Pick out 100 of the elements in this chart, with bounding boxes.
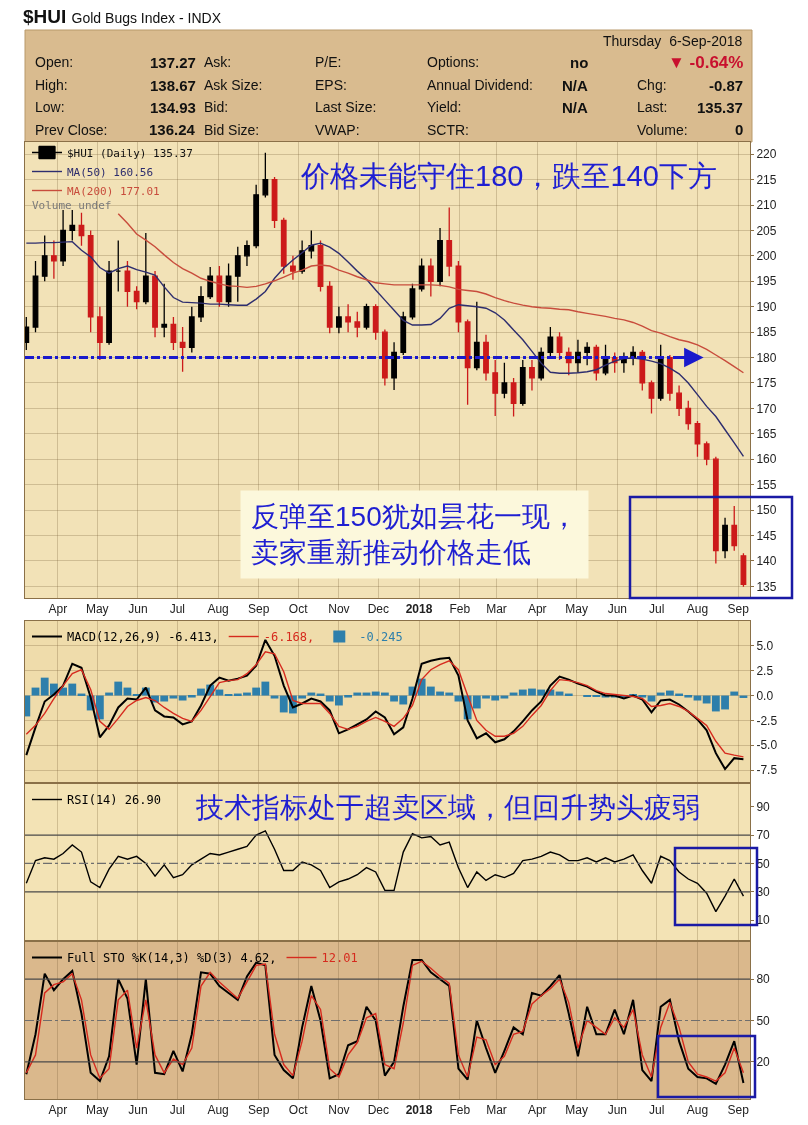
x-tick-label: 2018 — [405, 1103, 433, 1118]
x-tick-label: Feb — [449, 1103, 471, 1118]
x-tick-label: Jun — [128, 1103, 148, 1118]
text: Thursday 6-Sep-2018 — [603, 33, 743, 49]
text: Last: — [637, 99, 668, 115]
text: Ask Size: — [204, 77, 263, 93]
text: Volume: — [637, 122, 688, 138]
y-tick-label: 145 — [756, 528, 777, 543]
y-tick-label: 140 — [756, 554, 777, 569]
y-tick-label: 50 — [756, 1013, 771, 1028]
legend-label: 12.01 — [321, 951, 358, 966]
text: N/A — [562, 77, 588, 94]
text: N/A — [562, 99, 588, 116]
text: 0 — [735, 121, 744, 138]
text: 134.93 — [150, 99, 196, 116]
y-tick-label: 175 — [756, 376, 777, 391]
x-tick-label: Mar — [486, 602, 507, 617]
legend-label: -0.245 — [359, 630, 403, 645]
text: Options: — [427, 54, 480, 70]
text: Prev Close: — [35, 122, 108, 138]
annotation: 反弹至150犹如昙花一现，卖家重新推动价格走低 — [251, 501, 578, 569]
x-tick-label: Jul — [169, 602, 186, 617]
x-tick-label: Jul — [169, 1103, 186, 1118]
annotation: 价格未能守住180，跌至140下方 — [300, 160, 717, 192]
y-tick-label: 2.5 — [756, 663, 774, 678]
text: 136.24 — [149, 121, 196, 138]
x-tick-label: May — [565, 1103, 588, 1118]
x-tick-label: Jul — [649, 1103, 665, 1118]
text: 135.37 — [697, 99, 743, 116]
y-tick-label: 0.0 — [756, 688, 774, 703]
x-tick-label: Jun — [607, 602, 628, 617]
x-tick-label: Sep — [727, 1103, 750, 1118]
x-tick-label: Apr — [48, 602, 68, 617]
y-tick-label: 90 — [756, 799, 771, 814]
text: Bid: — [204, 99, 229, 115]
legend-label: $HUI (Daily) 135.37 — [67, 146, 193, 160]
text: Yield: — [427, 99, 462, 115]
x-tick-label: Dec — [367, 1103, 389, 1118]
text: Chg: — [637, 77, 667, 93]
x-tick-label: Sep — [248, 602, 270, 617]
text: High: — [35, 77, 68, 93]
x-tick-label: Oct — [288, 1103, 309, 1118]
y-tick-label: 155 — [756, 477, 777, 492]
legend-label: MACD(12,26,9) -6.413, — [67, 630, 219, 645]
x-tick-label: Oct — [288, 602, 309, 617]
text: Open: — [35, 54, 74, 70]
y-tick-label: 185 — [756, 325, 777, 340]
text: P/E: — [315, 54, 342, 70]
y-tick-label: 165 — [756, 427, 777, 441]
y-tick-label: 10 — [756, 913, 771, 928]
legend-label: -6.168, — [263, 630, 315, 645]
x-tick-label: May — [85, 602, 109, 617]
x-tick-label: Nov — [328, 1103, 350, 1118]
x-tick-label: Apr — [527, 1103, 547, 1118]
y-tick-label: 150 — [756, 503, 777, 518]
x-tick-label: Jul — [649, 602, 665, 617]
x-tick-label: Aug — [686, 1103, 709, 1118]
y-tick-label: 20 — [756, 1055, 771, 1070]
text: -0.87 — [709, 77, 744, 94]
y-tick-label: -5.0 — [756, 738, 778, 753]
y-tick-label: 190 — [756, 299, 777, 314]
x-tick-label: Aug — [207, 602, 229, 617]
x-tick-label: May — [565, 602, 588, 617]
x-tick-label: Feb — [449, 602, 471, 617]
y-tick-label: 200 — [756, 249, 777, 264]
x-tick-label: Dec — [367, 602, 389, 617]
x-tick-label: Mar — [486, 1103, 507, 1118]
y-tick-label: 195 — [756, 274, 777, 289]
text: 138.67 — [150, 77, 196, 94]
text: SCTR: — [427, 122, 469, 138]
x-tick-label: Jun — [607, 1103, 628, 1118]
x-tick-label: May — [85, 1103, 109, 1118]
text: EPS: — [315, 77, 347, 93]
y-tick-label: 70 — [756, 828, 771, 843]
y-tick-label: 170 — [756, 401, 777, 416]
y-tick-label: -7.5 — [756, 763, 778, 778]
text: 137.27 — [150, 54, 196, 71]
x-tick-label: Sep — [248, 1103, 270, 1118]
y-tick-label: 160 — [756, 452, 777, 467]
legend-label: MA(50) 160.56 — [67, 165, 154, 179]
y-tick-label: 80 — [756, 972, 771, 987]
y-tick-label: 220 — [756, 147, 777, 162]
legend-label: MA(200) 177.01 — [67, 184, 160, 198]
x-tick-label: Apr — [48, 1103, 68, 1118]
legend-label: Full STO %K(14,3) %D(3) 4.62, — [67, 951, 277, 966]
x-tick-label: Sep — [727, 602, 750, 617]
text: Low: — [35, 99, 65, 115]
x-tick-label: Aug — [686, 602, 709, 617]
y-tick-label: 205 — [756, 223, 777, 238]
y-tick-label: 5.0 — [756, 639, 774, 654]
annotation: 技术指标处于超卖区域，但回升势头疲弱 — [195, 792, 700, 823]
x-tick-label: Apr — [527, 602, 547, 617]
text: Annual Dividend: — [427, 77, 533, 93]
text: Ask: — [204, 54, 232, 70]
annotation: Volume undef — [32, 199, 112, 212]
text: VWAP: — [315, 122, 360, 138]
legend-label: RSI(14) 26.90 — [67, 793, 161, 808]
y-tick-label: 210 — [756, 198, 777, 213]
text: no — [570, 54, 589, 71]
y-tick-label: 135 — [756, 579, 777, 594]
